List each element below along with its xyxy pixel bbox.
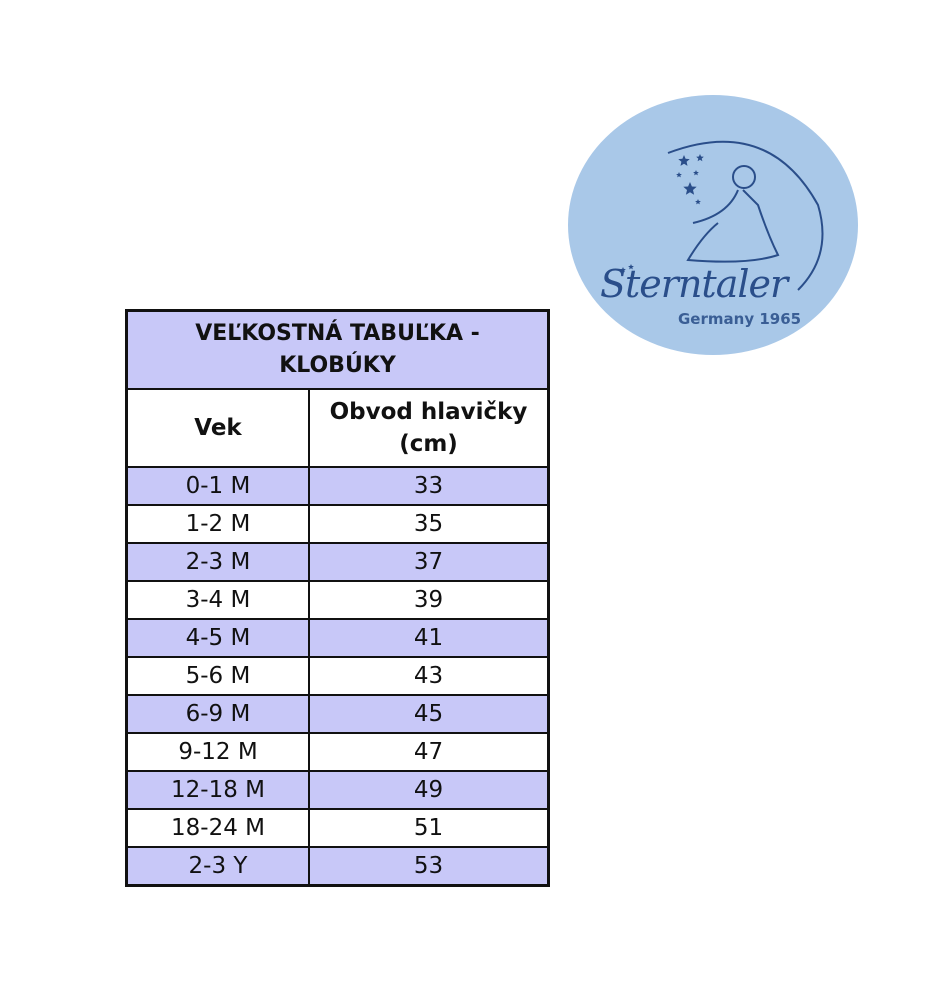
star-icon <box>696 154 704 162</box>
header-circumference: Obvod hlavičky (cm) <box>308 388 550 468</box>
circumference-cell: 41 <box>308 618 550 658</box>
circumference-cell: 39 <box>308 580 550 620</box>
table-row: 5-6 M 43 <box>125 656 550 696</box>
table-row: 2-3 M 37 <box>125 542 550 582</box>
sterntaler-logo: Sterntaler Germany 1965 <box>568 95 858 355</box>
table-row: 12-18 M 49 <box>125 770 550 810</box>
circumference-cell: 51 <box>308 808 550 848</box>
age-cell: 9-12 M <box>125 732 310 772</box>
age-cell: 5-6 M <box>125 656 310 696</box>
age-cell: 12-18 M <box>125 770 310 810</box>
age-cell: 0-1 M <box>125 466 310 506</box>
circumference-cell: 35 <box>308 504 550 544</box>
size-table: VEĽKOSTNÁ TABUĽKA - KLOBÚKY Vek Obvod hl… <box>125 309 550 887</box>
circumference-cell: 33 <box>308 466 550 506</box>
circumference-cell: 49 <box>308 770 550 810</box>
table-row: 2-3 Y 53 <box>125 846 550 887</box>
logo-brand: Sterntaler <box>600 262 788 306</box>
age-cell: 1-2 M <box>125 504 310 544</box>
table-title: VEĽKOSTNÁ TABUĽKA - KLOBÚKY <box>125 309 550 390</box>
table-row: 9-12 M 47 <box>125 732 550 772</box>
age-cell: 6-9 M <box>125 694 310 734</box>
star-girl-illustration-icon <box>620 140 824 291</box>
star-icon <box>693 170 699 176</box>
table-row: 18-24 M 51 <box>125 808 550 848</box>
circumference-cell: 45 <box>308 694 550 734</box>
star-icon <box>620 267 626 273</box>
logo-tagline: Germany 1965 <box>678 310 802 328</box>
age-cell: 2-3 Y <box>125 846 310 887</box>
table-row: 0-1 M 33 <box>125 466 550 506</box>
star-icon <box>695 199 701 205</box>
age-cell: 4-5 M <box>125 618 310 658</box>
circumference-cell: 37 <box>308 542 550 582</box>
circumference-cell: 43 <box>308 656 550 696</box>
circumference-cell: 53 <box>308 846 550 887</box>
age-cell: 2-3 M <box>125 542 310 582</box>
table-row: 6-9 M 45 <box>125 694 550 734</box>
age-cell: 3-4 M <box>125 580 310 620</box>
table-row: 3-4 M 39 <box>125 580 550 620</box>
header-age: Vek <box>125 388 310 468</box>
star-icon <box>683 182 697 195</box>
circumference-cell: 47 <box>308 732 550 772</box>
table-row: 1-2 M 35 <box>125 504 550 544</box>
star-icon <box>676 172 682 178</box>
star-icon <box>678 155 690 166</box>
age-cell: 18-24 M <box>125 808 310 848</box>
star-icon <box>628 264 634 270</box>
table-row: 4-5 M 41 <box>125 618 550 658</box>
